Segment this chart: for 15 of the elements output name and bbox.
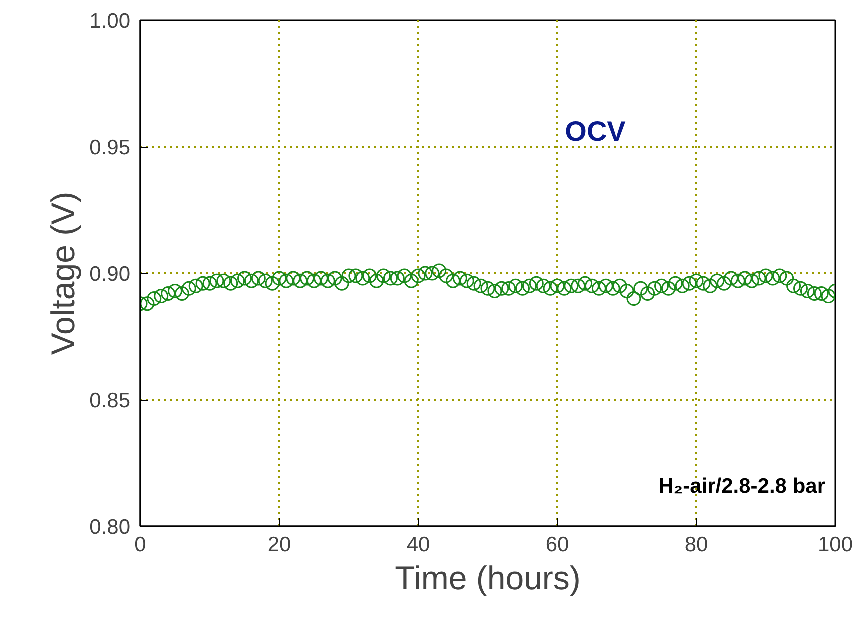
y-tick-label: 0.95 bbox=[90, 136, 131, 160]
x-tick-label: 60 bbox=[546, 534, 570, 556]
y-tick-label: 0.90 bbox=[90, 263, 131, 286]
annotation: OCV bbox=[565, 116, 626, 147]
annotation: H₂-air/2.8-2.8 bar bbox=[658, 475, 826, 498]
x-tick-label: 100 bbox=[818, 534, 854, 556]
y-tick-label: 0.85 bbox=[90, 390, 131, 412]
x-tick-label: 20 bbox=[268, 534, 292, 556]
x-tick-label: 80 bbox=[684, 534, 708, 556]
y-tick-label: 1.00 bbox=[90, 10, 131, 33]
x-tick-label: 0 bbox=[134, 534, 146, 556]
y-axis-title: Voltage (V) bbox=[44, 192, 82, 356]
y-tick-label: 0.80 bbox=[90, 516, 131, 539]
x-tick-label: 40 bbox=[406, 534, 430, 556]
x-axis-title: Time (hours) bbox=[395, 560, 581, 596]
